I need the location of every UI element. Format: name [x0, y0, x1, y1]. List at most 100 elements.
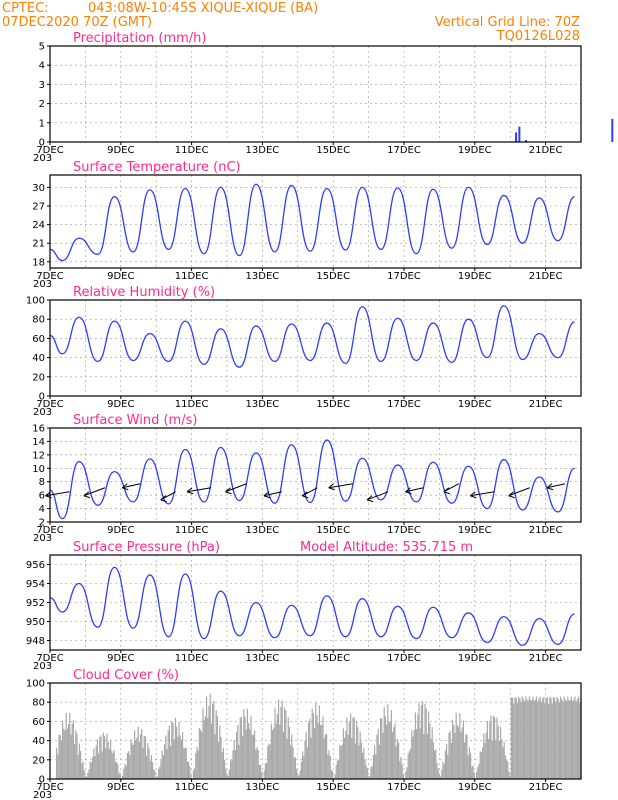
cloud-xtick-label: 17DEC — [387, 782, 421, 793]
wind-arrow-head — [186, 487, 194, 495]
cloud-bar — [354, 743, 356, 779]
cloud-bar — [179, 735, 181, 779]
cloud-bar — [248, 722, 250, 779]
precip-xtick-label: 17DEC — [387, 145, 421, 156]
cloud-bar — [332, 771, 334, 779]
cloud-bar — [294, 757, 296, 779]
wind-arrow-head — [263, 491, 271, 499]
cloud-bar — [455, 712, 457, 779]
cloud-bar — [388, 721, 390, 779]
wind-title: Surface Wind (m/s) — [73, 413, 197, 428]
temp-ytick-label: 21 — [32, 239, 45, 250]
wind-arrow — [225, 483, 247, 493]
cloud-bar — [336, 760, 338, 779]
temp-ytick-label: 30 — [32, 183, 45, 194]
cloud-bar — [522, 699, 524, 779]
wind-ytick-label: 12 — [32, 450, 45, 461]
cloud-bar — [539, 696, 541, 779]
cloud-bar — [222, 747, 224, 779]
cloud-bar — [339, 745, 341, 779]
cloud-bar — [318, 705, 320, 779]
cloud-bar — [568, 700, 570, 779]
cloud-bar — [186, 761, 188, 779]
cloud-bar — [491, 740, 493, 779]
wind-arrow — [186, 487, 212, 493]
cloud-bar — [60, 741, 62, 779]
cloud-bar — [83, 769, 85, 779]
wind-xtick-label: 7DEC — [36, 525, 63, 536]
cloud-bar — [399, 761, 401, 779]
cloud-bar — [257, 749, 259, 779]
cloud-bar — [375, 754, 377, 779]
cloud-bar — [65, 712, 67, 779]
wind-xtick-label: 13DEC — [246, 525, 280, 536]
cloud-bar — [149, 760, 151, 779]
cloud-bar — [250, 716, 252, 779]
cloud-bar — [352, 717, 354, 779]
cloud-bar — [77, 754, 79, 779]
cloud-bar — [514, 697, 516, 779]
cloud-bar — [290, 745, 292, 779]
precip-bar — [611, 118, 614, 142]
cloud-bar — [203, 719, 205, 779]
temp-xtick-label: 9DEC — [107, 271, 134, 282]
cloud-bar — [338, 759, 340, 779]
cloud-bar — [358, 745, 360, 779]
cloud-bar — [275, 723, 277, 779]
cloud-bar — [501, 739, 503, 779]
cloud-bar — [377, 728, 379, 779]
cloud-bar — [326, 734, 328, 779]
cloud-bar — [340, 746, 342, 779]
cloud-bar — [96, 739, 98, 779]
cloud-bar — [348, 721, 350, 779]
cloud-bar — [467, 755, 469, 779]
cloud-bar — [510, 697, 512, 779]
cloud-bar — [71, 723, 73, 779]
cloud-bar — [176, 726, 178, 779]
cloud-bar — [509, 775, 511, 779]
cloud-bar — [64, 730, 66, 779]
cloud-bar — [238, 745, 240, 779]
cloud-bar — [527, 700, 529, 779]
cloud-bar — [351, 737, 353, 779]
cloud-bar — [99, 737, 101, 779]
cloud-bar — [360, 742, 362, 779]
cloud-bar — [384, 716, 386, 779]
cloud-bar — [171, 721, 173, 779]
cloud-bar — [144, 736, 146, 779]
cloud-bar — [194, 768, 196, 779]
cloud-bar — [210, 723, 212, 779]
cloud-ytick-label: 40 — [32, 736, 45, 747]
cloud-bar — [411, 730, 413, 779]
cloud-bar — [323, 738, 325, 779]
cloud-bar — [519, 698, 521, 779]
cloud-bar — [164, 744, 166, 779]
cloud-bar — [567, 696, 569, 779]
rh-ytick-label: 100 — [26, 296, 45, 307]
cloud-bar — [119, 774, 121, 779]
cloud-bar — [165, 735, 167, 779]
cloud-bar — [330, 769, 332, 779]
cloud-bar — [393, 727, 395, 779]
cloud-bar — [442, 761, 444, 779]
pres-title: Surface Pressure (hPa) — [73, 540, 220, 555]
header-source: CPTEC: — [2, 1, 49, 16]
cloud-bar — [66, 728, 68, 779]
cloud-bar — [312, 713, 314, 779]
cloud-bar — [458, 727, 460, 779]
cloud-bar — [88, 769, 90, 779]
cloud-bar — [94, 756, 96, 779]
cloud-bar — [434, 750, 436, 779]
cloud-bar — [206, 696, 208, 779]
temp-title: Surface Temperature (nC) — [73, 160, 241, 175]
rh-series-line — [49, 305, 575, 368]
cloud-bar — [107, 741, 109, 779]
cloud-bar — [172, 722, 174, 779]
cloud-bar — [544, 703, 546, 779]
cloud-bar — [515, 698, 517, 779]
cloud-bar — [480, 752, 482, 779]
cloud-bar — [214, 734, 216, 779]
cloud-bar — [215, 710, 217, 779]
cloud-bar — [56, 747, 58, 779]
